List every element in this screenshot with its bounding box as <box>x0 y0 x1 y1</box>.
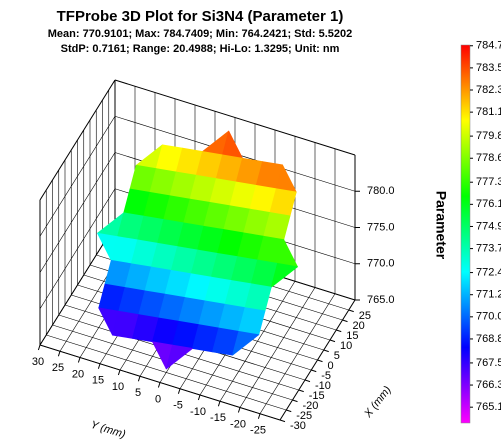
x-tick-label: -30 <box>290 420 306 432</box>
y-tick-label: 25 <box>52 362 64 374</box>
tick-mark <box>329 339 336 343</box>
tick-mark <box>279 419 286 423</box>
chart-title: TFProbe 3D Plot for Si3N4 (Parameter 1) <box>57 8 344 25</box>
tick-mark <box>137 376 141 382</box>
tick-mark <box>217 401 221 407</box>
colorbar-tick-label: 781.1 <box>476 106 501 118</box>
colorbar-tick-label: 777.3 <box>476 176 501 188</box>
colorbar-tick-label: 778.6 <box>476 152 501 164</box>
y-tick-label: -15 <box>210 412 226 424</box>
y-tick-label: 10 <box>112 381 124 393</box>
x-tick-label: -20 <box>303 400 319 412</box>
tick-mark <box>117 369 121 376</box>
tick-mark <box>177 388 181 394</box>
tick-mark <box>342 319 348 323</box>
colorbar-tick-label: 782.3 <box>476 84 501 96</box>
x-tick-label: 5 <box>334 350 340 362</box>
tick-mark <box>317 359 323 363</box>
z-tick-label: 770.0 <box>367 258 395 270</box>
tick-mark <box>237 407 241 413</box>
box-edge <box>114 79 356 156</box>
z-tick-label: 765.0 <box>367 294 395 306</box>
x-tick-label: 10 <box>340 340 352 352</box>
x-tick-label: -5 <box>321 370 331 382</box>
colorbar-tick-label: 767.5 <box>476 357 501 369</box>
y-tick-label: 20 <box>72 368 84 380</box>
colorbar-tick-label: 779.8 <box>476 130 501 142</box>
tick-mark <box>286 409 292 413</box>
y-tick-label: 0 <box>155 393 161 405</box>
y-tick-label: -25 <box>250 425 266 437</box>
colorbar-tick-label: 766.3 <box>476 379 501 391</box>
x-tick-label: -25 <box>296 410 312 422</box>
chart-subtitle: Mean: 770.9101; Max: 784.7409; Min: 764.… <box>48 28 353 40</box>
colorbar-tick-label: 772.4 <box>476 266 501 278</box>
tick-mark <box>323 349 329 353</box>
tick-mark <box>77 357 81 363</box>
colorbar-tick-label: 771.2 <box>476 289 501 301</box>
tick-mark <box>292 399 298 403</box>
chart-subtitle: StdP: 0.7161; Range: 20.4988; Hi-Lo: 1.3… <box>61 43 340 55</box>
colorbar-tick-label: 765.1 <box>476 401 501 413</box>
box-edge <box>39 224 116 346</box>
colorbar-tick-label: 773.7 <box>476 243 501 255</box>
y-tick-label: -5 <box>173 400 183 412</box>
x-axis-title: X (mm) <box>361 384 393 421</box>
colorbar-tick-label: 768.8 <box>476 333 501 345</box>
tick-mark <box>37 344 41 351</box>
colorbar-tick-label: 774.9 <box>476 220 501 232</box>
y-tick-label: 5 <box>135 387 141 399</box>
surface-patch <box>165 344 193 370</box>
tick-mark <box>304 379 311 383</box>
x-tick-label: 20 <box>353 320 365 332</box>
tick-mark <box>257 413 261 419</box>
colorbar-tick-label: 770.0 <box>476 311 501 323</box>
z-axis-title: Parameter <box>433 191 449 260</box>
surface-patch <box>232 330 260 356</box>
z-tick-label: 780.0 <box>367 185 395 197</box>
z-tick-label: 775.0 <box>367 221 395 233</box>
colorbar-tick-label: 776.1 <box>476 198 501 210</box>
tick-mark <box>348 309 354 313</box>
tick-mark <box>311 369 317 373</box>
x-tick-label: 0 <box>328 360 334 372</box>
y-tick-label: -20 <box>230 418 246 430</box>
y-tick-label: 30 <box>32 356 44 368</box>
tick-mark <box>157 382 161 388</box>
grid-line <box>219 281 296 402</box>
x-tick-label: -10 <box>315 380 331 392</box>
tick-mark <box>197 394 201 401</box>
grid-line <box>259 293 336 414</box>
y-axis-title: Y (mm) <box>89 419 127 441</box>
colorbar-tick-label: 783.5 <box>476 62 501 74</box>
x-tick-label: 25 <box>359 310 371 322</box>
y-tick-label: -10 <box>190 406 206 418</box>
grid-line <box>39 116 116 237</box>
colorbar <box>460 44 471 424</box>
surface-patch <box>270 262 298 288</box>
tick-mark <box>97 363 101 369</box>
x-tick-label: 15 <box>346 330 358 342</box>
grid-line <box>39 152 116 273</box>
tick-mark <box>57 351 61 357</box>
tick-mark <box>298 389 304 393</box>
colorbar-tick-label: 784.7 <box>476 40 501 52</box>
x-tick-label: -15 <box>309 390 325 402</box>
y-tick-label: 15 <box>92 375 104 387</box>
grid-line <box>39 188 116 309</box>
box-edge <box>39 79 116 201</box>
grid-line <box>239 287 316 408</box>
tick-mark <box>336 329 342 333</box>
